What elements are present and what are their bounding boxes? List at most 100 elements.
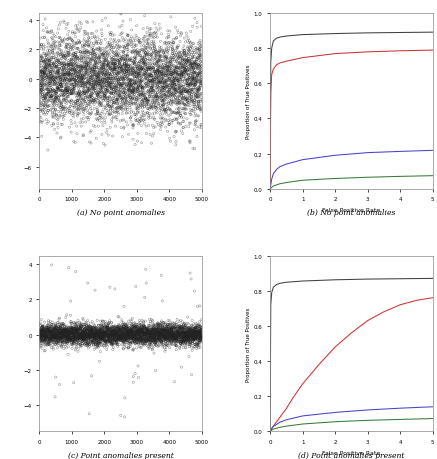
Point [104,75,111,82]
Point [53,335,60,342]
Point [128,81,135,89]
Point [111,70,118,78]
Point [185,80,192,87]
Point [194,331,201,338]
Point [96,102,103,109]
Point [193,77,200,84]
Point [188,337,195,345]
Point [100,74,107,81]
Point [197,323,204,330]
Point [66,66,73,73]
Point [70,330,77,338]
Point [116,332,123,340]
Point [136,79,143,86]
Point [43,338,50,346]
Point [42,62,49,69]
Point [75,46,82,53]
Point [189,23,196,31]
Point [166,62,173,69]
Point [97,84,104,91]
Point [175,30,182,37]
Point [124,331,131,338]
Point [153,97,160,105]
Point [130,122,137,129]
Point [155,79,162,86]
Point [195,87,202,94]
Point [52,341,59,348]
Point [80,106,87,113]
Point [192,106,199,114]
Point [149,326,156,333]
Point [196,341,203,348]
Point [161,76,168,84]
Point [155,94,162,101]
Point [118,336,125,343]
Point [90,339,97,346]
Point [42,58,49,65]
Point [165,328,172,336]
Point [134,87,141,95]
Point [102,327,109,334]
Point [71,334,78,341]
Point [86,333,93,341]
Point [122,103,129,110]
Point [41,332,48,340]
Point [195,70,202,78]
Point [197,330,204,338]
Point [38,90,45,97]
Point [181,53,188,60]
Point [128,328,135,336]
Point [178,338,185,346]
Point [163,327,170,335]
Point [131,338,138,346]
Point [154,338,161,345]
Point [118,83,125,90]
Point [113,340,120,347]
Point [169,57,176,64]
Point [75,38,82,45]
Point [40,338,47,346]
Point [86,334,93,341]
Point [157,336,164,343]
Point [95,341,102,348]
Point [82,119,89,126]
Point [64,340,71,347]
Point [69,67,76,75]
Point [125,39,132,46]
Point [175,332,182,340]
Point [66,337,73,344]
Point [119,83,126,90]
Point [68,97,75,105]
Point [187,64,194,72]
Point [37,60,44,67]
Point [174,337,181,344]
Point [189,340,196,347]
Point [197,77,204,84]
Point [70,84,77,91]
Point [92,99,99,106]
Point [53,116,60,123]
Point [154,330,161,337]
Point [161,40,168,48]
Point [172,92,179,99]
Point [184,81,191,88]
Point [120,330,127,337]
Point [74,329,81,336]
Point [100,51,107,59]
Point [171,332,178,340]
Point [47,331,54,339]
Point [77,341,84,348]
Point [95,123,102,130]
Point [107,332,114,340]
Point [180,329,187,336]
Point [155,327,162,334]
Point [133,118,140,125]
Point [150,335,157,342]
Point [187,339,194,346]
Point [152,99,159,106]
Point [87,50,94,58]
Point [159,93,166,101]
Point [81,106,88,113]
Point [69,333,76,341]
Point [149,329,156,336]
